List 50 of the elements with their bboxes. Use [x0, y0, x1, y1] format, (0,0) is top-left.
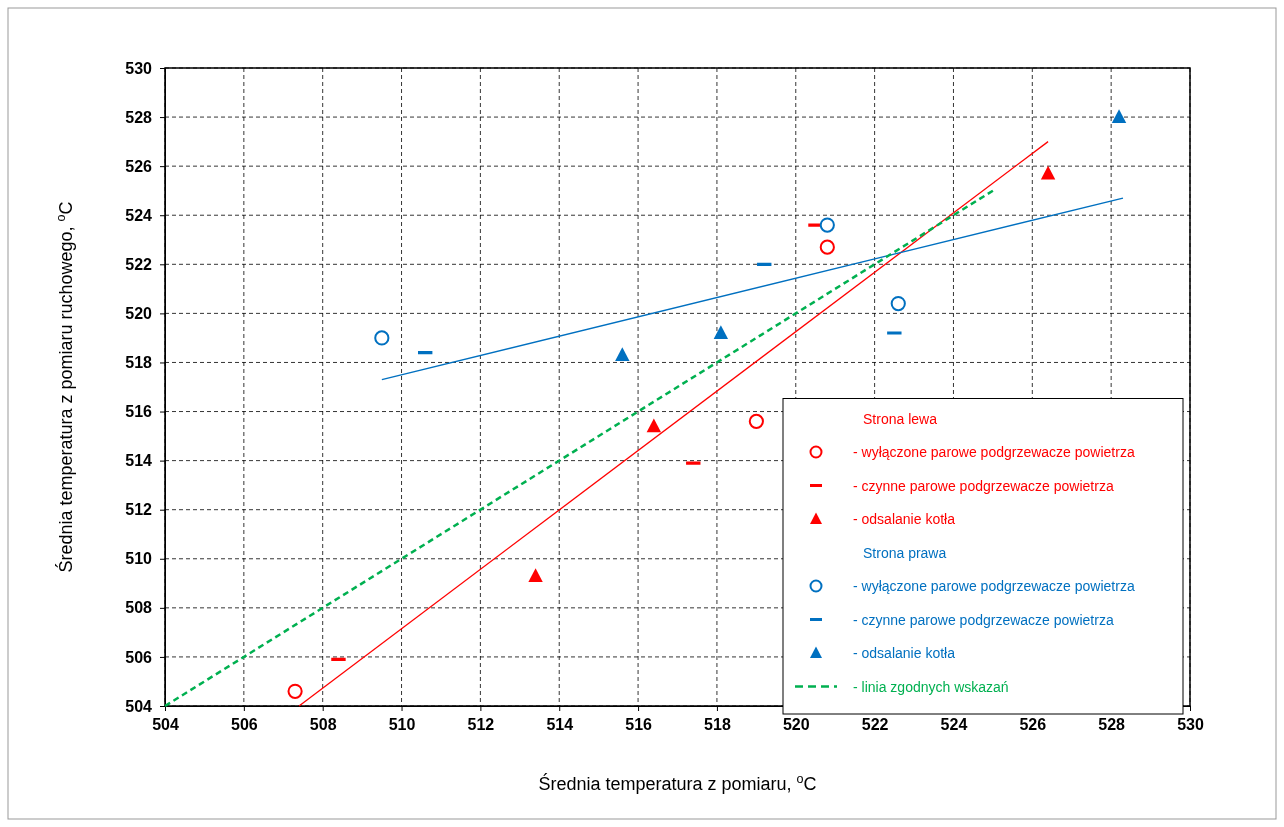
y-tick-label: 528	[125, 108, 153, 126]
x-tick-label: 526	[1019, 716, 1047, 734]
point	[374, 330, 390, 346]
point	[713, 325, 729, 340]
point	[1111, 109, 1127, 124]
legend-label: - czynne parowe podgrzewacze powietrza	[853, 611, 1114, 628]
x-tick-label: 516	[625, 716, 653, 734]
y-tick-label: 512	[125, 501, 153, 519]
x-tick-label: 528	[1098, 716, 1126, 734]
y-tick-label: 520	[125, 305, 153, 322]
y-tick-label: 522	[125, 255, 153, 273]
annotation: Strona lewa	[863, 410, 938, 427]
x-tick-label: 530	[1177, 716, 1204, 734]
y-tick-label: 504	[125, 697, 153, 715]
legend-label: - wyłączone parowe podgrzewacze powietrza	[853, 578, 1135, 594]
y-tick-label: 518	[125, 354, 153, 372]
y-tick-label: 526	[125, 157, 153, 175]
legend-label: - wyłączone parowe podgrzewacze powietrza	[853, 444, 1135, 460]
x-tick-label: 504	[152, 716, 179, 734]
x-tick-label: 508	[309, 716, 337, 734]
y-tick-label: 530	[125, 59, 153, 77]
point	[819, 239, 835, 255]
annotation: Strona prawa	[863, 544, 947, 561]
x-tick-label: 510	[388, 716, 416, 734]
x-tick-label: 524	[940, 716, 968, 734]
y-tick-label: 506	[125, 648, 153, 666]
y-tick-label: 516	[125, 403, 153, 421]
x-tick-label: 518	[704, 716, 731, 734]
x-tick-label: 512	[467, 716, 495, 734]
legend-label: - odsalanie kotła	[853, 511, 956, 527]
point	[1040, 165, 1056, 180]
point	[748, 413, 764, 429]
point	[615, 347, 630, 362]
y-tick-label: 524	[125, 206, 153, 224]
legend-label: - odsalanie kotła	[853, 645, 956, 661]
legend-label: - linia zgodnych wskazań	[853, 678, 1009, 695]
point	[646, 418, 662, 433]
x-tick-label: 520	[782, 716, 810, 734]
point	[287, 683, 303, 699]
point	[890, 295, 906, 312]
y-tick-label: 514	[125, 452, 153, 470]
x-tick-label: 522	[861, 716, 889, 734]
point	[819, 217, 835, 233]
legend-label: - czynne parowe podgrzewacze powietrza	[853, 477, 1114, 494]
y-tick-label: 510	[125, 550, 153, 568]
y-tick-label: 508	[125, 599, 153, 617]
x-tick-label: 506	[230, 716, 258, 734]
x-axis-title: Średnia temperatura z pomiaru, $^{o}$C	[538, 772, 817, 794]
point	[528, 568, 543, 582]
x-tick-label: 514	[546, 716, 574, 734]
